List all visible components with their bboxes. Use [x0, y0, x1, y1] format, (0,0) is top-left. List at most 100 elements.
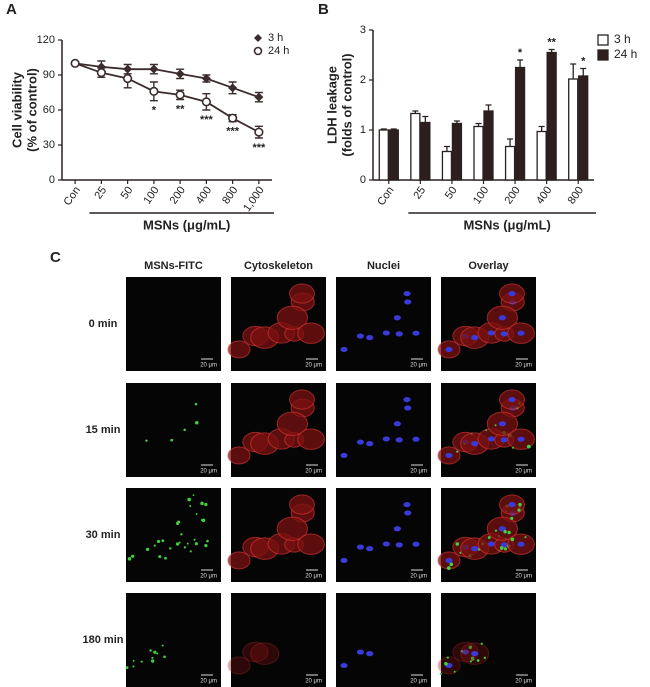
- scale-bar-label: 20 μm: [410, 679, 427, 685]
- micrograph-bg: [231, 593, 326, 687]
- y-tick-label: 120: [37, 34, 55, 46]
- fitc-spot: [446, 566, 451, 571]
- scale-bar-label: 20 μm: [200, 574, 217, 580]
- fitc-spot: [526, 444, 531, 449]
- cell: [227, 656, 251, 675]
- nucleus: [382, 541, 390, 547]
- nucleus: [403, 396, 411, 403]
- x-tick-label: 100: [141, 185, 161, 207]
- x-tick-label: 800: [220, 185, 240, 207]
- scale-bar-label: 20 μm: [305, 679, 322, 685]
- fitc-spot: [192, 494, 195, 497]
- fitc-spot: [476, 659, 480, 662]
- column-header: MSNs-FITC: [144, 260, 203, 272]
- micrograph: 20 μm: [227, 383, 326, 477]
- fitc-spot: [195, 421, 199, 425]
- error-bar: [580, 67, 587, 76]
- legend-marker: [254, 34, 262, 42]
- fitc-spot: [453, 670, 456, 673]
- nucleus: [487, 436, 495, 442]
- cell: [227, 446, 251, 465]
- fitc-spot: [153, 544, 156, 547]
- nucleus: [508, 290, 516, 297]
- scale-bar-label: 20 μm: [200, 363, 217, 369]
- marker: [254, 127, 264, 137]
- legend-label: 3 h: [268, 32, 283, 44]
- fitc-spot: [200, 519, 203, 521]
- column-header: Cytoskeleton: [244, 260, 313, 272]
- y-tick-label: 3: [360, 24, 366, 36]
- error-bar: [570, 63, 577, 79]
- error-bar: [507, 138, 514, 147]
- micrograph-bg: [336, 383, 431, 477]
- nucleus: [471, 335, 479, 341]
- x-tick-label: 25: [92, 185, 109, 202]
- x-tick-label: 50: [443, 185, 460, 202]
- nucleus: [340, 557, 348, 564]
- nucleus: [404, 299, 412, 305]
- error-bar: [548, 48, 555, 53]
- nucleus: [404, 405, 412, 411]
- fitc-spot: [156, 652, 159, 655]
- nucleus: [445, 346, 453, 353]
- error-bar: [380, 128, 387, 130]
- fitc-spot: [459, 551, 462, 554]
- x-tick-label: Con: [375, 185, 396, 208]
- fitc-spot: [180, 533, 183, 536]
- nucleus: [412, 436, 420, 442]
- marker: [228, 83, 238, 93]
- cell: [242, 641, 269, 663]
- micrograph-bg: [126, 593, 221, 687]
- marker: [254, 92, 264, 102]
- fitc-spot: [444, 661, 448, 666]
- nucleus: [517, 436, 525, 442]
- scale-bar-label: 20 μm: [305, 469, 322, 475]
- cell: [289, 494, 315, 515]
- panel-label: A: [6, 1, 17, 18]
- marker: [201, 97, 211, 107]
- x-tick-label: 400: [534, 185, 554, 207]
- legend-marker: [253, 46, 263, 56]
- y-tick-label: 2: [360, 74, 366, 86]
- nucleus: [340, 346, 348, 353]
- fitc-spot: [455, 542, 460, 546]
- fitc-spot: [158, 555, 162, 559]
- row-label: 180 min: [83, 634, 124, 646]
- nucleus: [393, 526, 401, 532]
- nucleus: [412, 330, 420, 336]
- bar: [420, 121, 431, 181]
- fitc-spot: [187, 497, 191, 502]
- marker: [175, 69, 185, 79]
- fitc-spot: [140, 660, 143, 663]
- significance: **: [547, 36, 556, 48]
- bar: [451, 122, 463, 181]
- x-tick-label: 100: [471, 185, 491, 207]
- fitc-spot: [204, 502, 208, 507]
- column-header: Nuclei: [367, 260, 400, 272]
- micrograph: 20 μm: [437, 277, 536, 371]
- x-tick-label: 25: [411, 185, 428, 202]
- error-bar: [453, 120, 460, 124]
- y-tick-label: 1: [360, 124, 366, 136]
- row-label: 15 min: [86, 424, 121, 436]
- micrograph: 20 μm: [336, 383, 431, 477]
- significance: **: [176, 103, 185, 115]
- fitc-spot: [131, 554, 135, 558]
- bar: [473, 125, 484, 181]
- line: [75, 62, 260, 99]
- fitc-spot: [503, 530, 507, 534]
- nucleus: [366, 651, 374, 657]
- fitc-spot: [195, 513, 198, 516]
- nucleus: [403, 290, 411, 297]
- bar: [568, 78, 579, 181]
- fitc-spot: [470, 656, 475, 660]
- fitc-spot: [169, 547, 172, 550]
- nucleus: [356, 544, 365, 550]
- micrograph: 20 μm: [125, 593, 221, 687]
- nucleus: [366, 441, 374, 447]
- micrograph: 20 μm: [126, 383, 221, 477]
- nucleus: [508, 396, 516, 403]
- x-label: MSNs (μg/mL): [143, 217, 230, 232]
- fitc-spot: [161, 644, 164, 647]
- nucleus: [471, 651, 479, 657]
